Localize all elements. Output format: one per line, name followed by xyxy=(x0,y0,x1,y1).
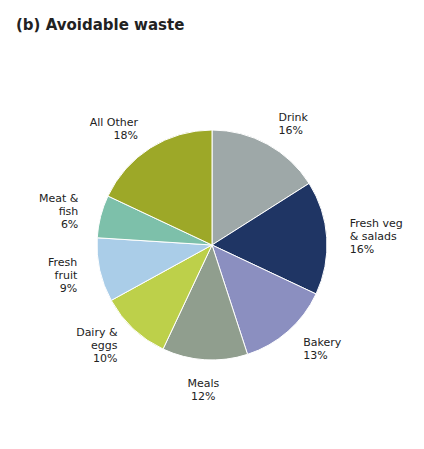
chart-container: (b) Avoidable waste Drink16% Fresh veg& sa… xyxy=(0,0,424,449)
slice-label: Fresh veg& salads16% xyxy=(350,217,403,256)
chart: (b) Avoidable waste Drink16% Fresh veg& sa… xyxy=(0,0,424,449)
slice-label: All Other18% xyxy=(90,116,139,142)
slice-label: Meals12% xyxy=(187,377,219,403)
slice-label: Meat &fish6% xyxy=(39,192,79,231)
slice-label: Bakery13% xyxy=(303,336,342,362)
slice-label: Dairy &eggs10% xyxy=(76,326,118,365)
labels: Drink16% Fresh veg& salads16% Bakery13% Mea… xyxy=(39,111,403,403)
title: (b) Avoidable waste xyxy=(16,16,184,34)
slice-label: Freshfruit9% xyxy=(48,256,78,295)
slices xyxy=(97,130,327,360)
slice-label: Drink16% xyxy=(278,111,308,137)
slice xyxy=(108,130,212,245)
slice xyxy=(97,238,212,301)
